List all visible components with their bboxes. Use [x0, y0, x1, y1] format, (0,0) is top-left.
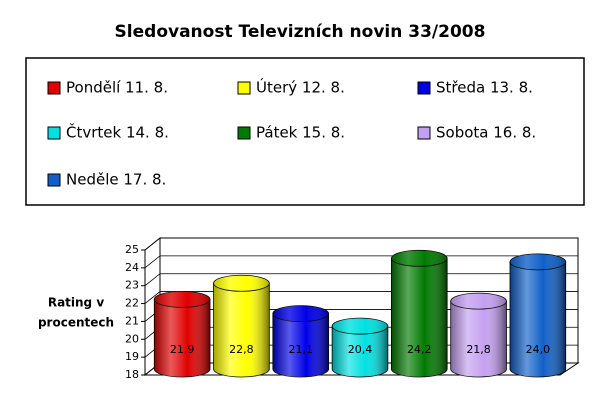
- bar-shade: [391, 258, 448, 377]
- legend-swatch: [47, 81, 61, 95]
- legend-label: Neděle 17. 8.: [66, 171, 166, 189]
- bar-top-shade: [391, 250, 448, 267]
- bar-shade: [450, 301, 507, 377]
- y-axis-label: procentech: [38, 316, 114, 330]
- bar-top-shade: [272, 305, 329, 322]
- legend-swatch: [47, 126, 61, 140]
- grid-line: [144, 237, 578, 251]
- value-label: 21,9: [170, 343, 195, 356]
- legend-swatch: [417, 81, 431, 95]
- value-label: 24,2: [407, 343, 432, 356]
- value-label: 22,8: [229, 343, 254, 356]
- bar-top-shade: [154, 291, 211, 308]
- bar-top-shade: [509, 253, 566, 270]
- legend-label: Úterý 12. 8.: [256, 78, 345, 97]
- bar-shade: [272, 313, 329, 377]
- y-axis-label: Rating v: [48, 296, 104, 310]
- y-tick-label: 22: [125, 297, 139, 310]
- bar-shade: [509, 261, 566, 377]
- bar-shade: [332, 326, 388, 377]
- bar-top-shade: [450, 293, 507, 310]
- legend-label: Středa 13. 8.: [436, 79, 533, 97]
- legend-label: Sobota 16. 8.: [436, 124, 536, 142]
- legend-label: Čtvrtek 14. 8.: [66, 123, 169, 142]
- bar-top-shade: [213, 275, 270, 292]
- value-label: 24,0: [526, 343, 551, 356]
- y-tick-label: 25: [125, 243, 139, 256]
- bar-top-shade: [332, 318, 388, 335]
- y-tick-label: 20: [125, 332, 139, 345]
- y-tick-label: 21: [125, 314, 139, 327]
- chart-title: Sledovanost Televizních novin 33/2008: [115, 22, 486, 42]
- y-tick-label: 18: [125, 368, 139, 381]
- value-label: 20,4: [348, 343, 373, 356]
- legend-swatch: [237, 81, 251, 95]
- value-label: 21,8: [466, 343, 491, 356]
- legend-swatch: [237, 126, 251, 140]
- bar-shade: [154, 299, 211, 377]
- bar-shade: [213, 283, 270, 377]
- value-label: 21,1: [288, 343, 313, 356]
- y-tick-label: 24: [125, 261, 139, 274]
- legend-box: [25, 57, 585, 206]
- legend-swatch: [47, 173, 61, 187]
- legend-label: Pátek 15. 8.: [256, 124, 345, 142]
- y-tick-label: 19: [125, 350, 139, 363]
- legend-swatch: [417, 126, 431, 140]
- legend-label: Pondělí 11. 8.: [66, 79, 168, 97]
- y-tick-label: 23: [125, 279, 139, 292]
